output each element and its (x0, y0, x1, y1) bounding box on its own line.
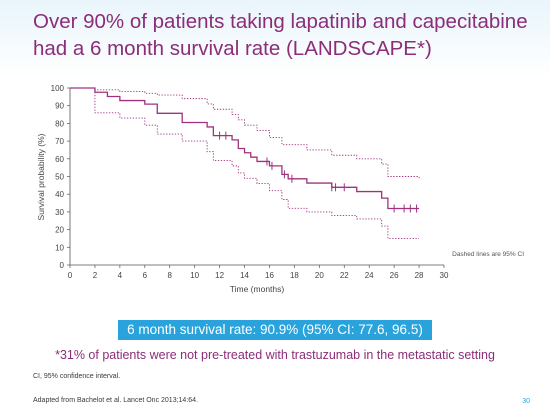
ci-bound-curve (70, 87, 420, 179)
y-axis-label: Survival probability (%) (36, 133, 46, 220)
x-tick-label: 8 (168, 271, 173, 280)
y-tick-label: 70 (55, 137, 64, 146)
x-tick-label: 2 (93, 271, 98, 280)
ci-annotation: Dashed lines are 95% CI (452, 251, 524, 258)
y-tick-label: 30 (55, 208, 64, 217)
ci-footnote: CI, 95% confidence interval. (33, 373, 121, 380)
y-tick-label: 100 (51, 84, 65, 93)
survival-curve (70, 87, 420, 210)
x-tick-label: 30 (440, 271, 449, 280)
x-tick-label: 6 (143, 271, 148, 280)
survival-rate-banner: 6 month survival rate: 90.9% (95% CI: 77… (118, 320, 432, 340)
y-tick-label: 10 (55, 243, 64, 252)
header-band (0, 0, 550, 78)
y-tick-label: 60 (55, 155, 64, 164)
y-tick-label: 90 (55, 102, 64, 111)
x-tick-label: 18 (290, 271, 299, 280)
y-tick-label: 40 (55, 190, 64, 199)
x-tick-label: 24 (365, 271, 374, 280)
source-footnote: Adapted from Bachelot et al. Lancet Onc … (33, 397, 198, 404)
x-tick-label: 4 (118, 271, 123, 280)
y-tick-label: 0 (60, 261, 65, 270)
x-tick-label: 0 (68, 271, 73, 280)
trastuzumab-note: *31% of patients were not pre-treated wi… (55, 348, 495, 362)
x-tick-label: 28 (415, 271, 424, 280)
x-tick-label: 22 (340, 271, 349, 280)
y-tick-label: 50 (55, 173, 64, 182)
chart-curves (70, 87, 420, 239)
ci-bound-curve (70, 87, 420, 239)
y-tick-label: 80 (55, 119, 64, 128)
y-tick-label: 20 (55, 226, 64, 235)
x-tick-label: 12 (215, 271, 224, 280)
x-tick-label: 20 (315, 271, 324, 280)
slide-title: Over 90% of patients taking lapatinib an… (33, 10, 528, 60)
x-tick-label: 26 (390, 271, 399, 280)
x-tick-label: 10 (190, 271, 199, 280)
x-tick-label: 14 (240, 271, 249, 280)
x-axis-label: Time (months) (230, 284, 285, 294)
x-tick-label: 16 (265, 271, 274, 280)
chart-censor-marks (219, 131, 418, 213)
page-number: 30 (522, 398, 530, 405)
